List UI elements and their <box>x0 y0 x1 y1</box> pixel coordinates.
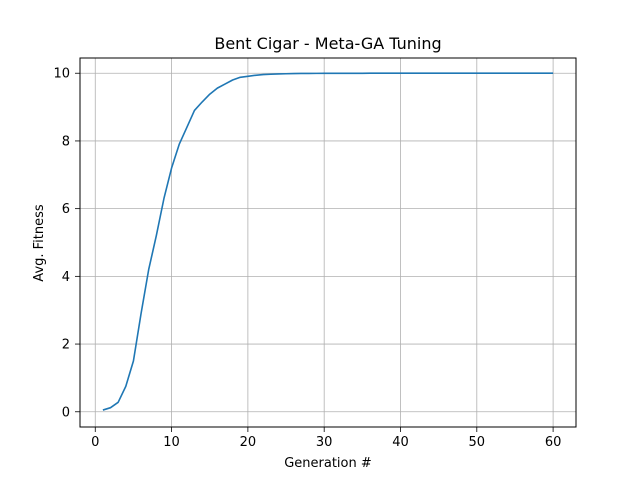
series-line <box>102 72 554 411</box>
y-tick-label: 2 <box>62 338 70 353</box>
x-tick-label: 10 <box>163 435 180 450</box>
plot-frame <box>79 57 577 428</box>
y-tick-label: 6 <box>62 202 70 217</box>
x-tick-label: 0 <box>91 435 99 450</box>
y-axis-label: Avg. Fitness <box>32 204 47 282</box>
x-axis-label: Generation # <box>284 456 372 471</box>
y-tick-label: 10 <box>53 67 70 82</box>
ticks: 0 10 20 30 40 50 60 0 2 4 6 8 10 <box>53 67 561 450</box>
series-group <box>102 72 554 411</box>
y-tick-label: 8 <box>62 134 70 149</box>
y-tick-label: 4 <box>62 270 70 285</box>
x-tick-label: 40 <box>392 435 409 450</box>
y-tick-label: 0 <box>62 405 70 420</box>
x-tick-label: 20 <box>240 435 257 450</box>
chart-title: Bent Cigar - Meta-GA Tuning <box>214 34 441 53</box>
x-tick-label: 30 <box>316 435 333 450</box>
x-tick-label: 50 <box>469 435 486 450</box>
x-tick-label: 60 <box>545 435 562 450</box>
